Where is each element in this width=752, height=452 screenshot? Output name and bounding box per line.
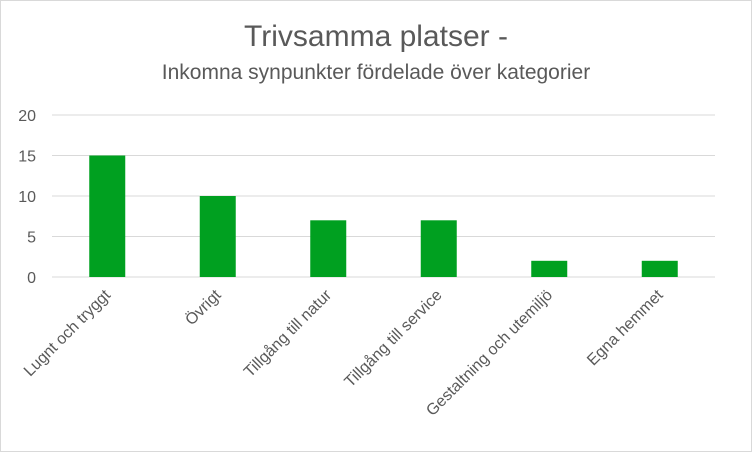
y-tick-label: 0 [27,270,36,287]
y-tick-label: 20 [18,108,36,125]
y-tick-label: 10 [18,189,36,206]
x-tick-label: Tillgång till service [341,286,446,391]
x-tick-label: Tillgång till natur [240,286,335,381]
bar [641,260,678,277]
bar [199,196,236,277]
chart-title: Trivsamma platser - [244,20,508,53]
y-tick-label: 15 [18,149,36,166]
y-tick-label: 5 [27,230,36,247]
x-tick-label: Lugnt och tryggt [21,286,115,380]
bar [310,220,347,277]
bar [89,155,126,277]
chart-subtitle: Inkomna synpunkter fördelade över katego… [161,61,591,84]
bar [531,260,568,277]
x-tick-label: Övrigt [182,286,225,329]
x-tick-label: Egna hemmet [584,286,667,369]
x-tick-label: Gestaltning och utemiljö [423,287,556,420]
bar [420,220,457,277]
